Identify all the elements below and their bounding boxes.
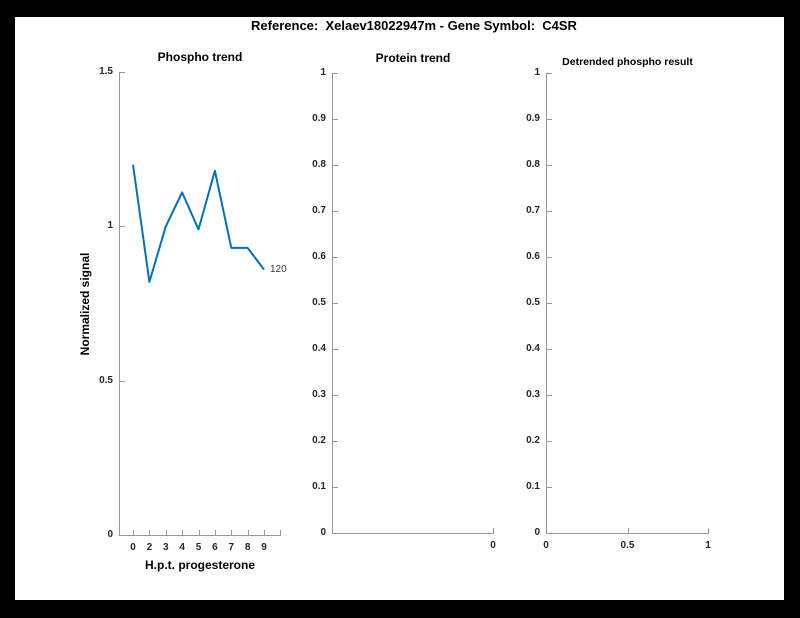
y-tick: [333, 533, 338, 534]
phospho-trend-plot: Phospho trend H.p.t. progesterone Normal…: [78, 50, 287, 572]
x-axis-end-tick: [280, 530, 281, 535]
y-tick-label: 0: [320, 527, 326, 538]
y-axis-spine: [332, 73, 333, 534]
plot-title-phospho-trend: Phospho trend: [157, 50, 243, 64]
y-tick: [547, 73, 552, 74]
x-tick-label: 1: [705, 540, 711, 551]
x-tick-label: 9: [261, 542, 267, 553]
y-tick-label: 0.4: [526, 343, 540, 354]
y-tick-label: 1: [320, 67, 326, 78]
x-tick-label: 3: [162, 542, 169, 553]
y-tick-label: 0.1: [526, 481, 540, 492]
detrended-phospho-plot: Detrended phospho result 0 0.1 0.2 0.3 0.4 0.…: [526, 56, 711, 551]
y-tick: [120, 380, 125, 382]
x-tick-label: 6: [212, 542, 218, 553]
x-axis-label: H.p.t. progesterone: [144, 558, 255, 572]
y-tick-label: 0.7: [312, 205, 326, 216]
x-tick-label: 0: [130, 542, 136, 553]
y-axis-spine: [119, 72, 120, 536]
y-tick-label: 0.3: [312, 389, 326, 400]
y-tick: [547, 211, 552, 212]
x-tick: [133, 530, 134, 535]
x-tick: [165, 530, 167, 535]
y-tick: [120, 72, 125, 73]
y-tick-label: 0.5: [526, 297, 540, 308]
y-tick-label: 0.2: [526, 435, 540, 446]
x-tick: [493, 528, 494, 533]
x-tick-label: 8: [244, 542, 251, 553]
plot-title-protein-trend: Protein trend: [375, 51, 451, 65]
y-tick-label: 0.8: [312, 159, 326, 170]
y-tick: [547, 441, 552, 442]
y-tick-label: 1: [534, 67, 540, 78]
trend-polyline: [132, 164, 265, 283]
plot-title-detrended-phospho: Detrended phospho result: [562, 56, 693, 68]
figure-title: Reference: Xelaev18022947m - Gene Symbol…: [251, 18, 577, 33]
y-tick-label: 0: [107, 529, 113, 540]
x-tick: [182, 530, 184, 535]
y-tick: [333, 119, 338, 120]
y-tick: [547, 487, 552, 488]
y-tick: [333, 395, 338, 396]
y-tick-label: 0.9: [526, 113, 540, 124]
y-tick-label: 0.4: [312, 343, 326, 354]
y-tick-label: 0.8: [526, 159, 540, 170]
x-tick-label: 7: [228, 542, 235, 553]
x-tick-label: 2: [146, 542, 153, 553]
y-tick-label: 0.9: [312, 113, 326, 124]
y-tick: [547, 257, 552, 258]
y-tick: [547, 533, 552, 534]
protein-trend-plot: Protein trend 0 0.1 0.2 0.3 0.4 0.5 0.6 0.7 0.8 0…: [312, 51, 496, 551]
x-tick: [198, 530, 200, 535]
y-axis-spine: [546, 73, 547, 534]
y-tick: [333, 257, 338, 258]
x-axis-spine: [119, 535, 281, 536]
y-tick: [547, 119, 552, 120]
y-tick-label: 0.5: [99, 374, 113, 386]
y-tick-label: 0.2: [312, 435, 326, 446]
y-tick-label: 0: [534, 527, 540, 538]
y-tick-label: 0.1: [312, 481, 326, 492]
y-tick: [333, 487, 338, 488]
y-tick-label: 0.6: [526, 251, 540, 262]
y-tick: [333, 349, 338, 350]
y-tick-label: 0.7: [526, 205, 540, 216]
x-tick-label: 0: [543, 540, 549, 551]
x-tick-label: 0: [490, 540, 496, 551]
y-tick-label: 1.5: [99, 66, 113, 77]
y-tick: [333, 211, 338, 212]
x-tick: [264, 530, 265, 535]
figure-canvas: [15, 17, 784, 600]
x-tick: [247, 530, 249, 535]
x-tick: [231, 530, 233, 535]
y-tick: [547, 395, 552, 396]
y-tick: [120, 226, 125, 228]
y-tick-label: 0.5: [312, 297, 326, 308]
x-tick: [546, 528, 547, 533]
x-tick-label: 0.5: [620, 540, 635, 551]
x-tick: [627, 528, 629, 533]
y-tick: [333, 165, 338, 166]
x-axis-spine: [546, 533, 709, 534]
y-tick: [547, 165, 552, 166]
series-end-annotation: 120: [270, 263, 287, 275]
y-tick: [333, 303, 338, 304]
y-axis-label: Normalized signal: [78, 252, 92, 355]
y-tick: [547, 303, 552, 304]
x-tick: [708, 528, 709, 533]
x-tick-label: 5: [195, 542, 202, 553]
x-axis-spine: [332, 533, 494, 534]
y-tick: [333, 73, 338, 74]
x-tick-label: 4: [179, 542, 185, 553]
trend-line-series: [132, 164, 265, 283]
y-tick-label: 1: [107, 220, 113, 232]
y-tick-label: 0.3: [526, 389, 540, 400]
y-tick: [120, 535, 125, 536]
y-tick: [547, 349, 552, 350]
x-tick: [214, 530, 216, 535]
y-tick-label: 0.6: [312, 251, 326, 262]
x-tick: [149, 530, 151, 535]
y-tick: [333, 441, 338, 442]
